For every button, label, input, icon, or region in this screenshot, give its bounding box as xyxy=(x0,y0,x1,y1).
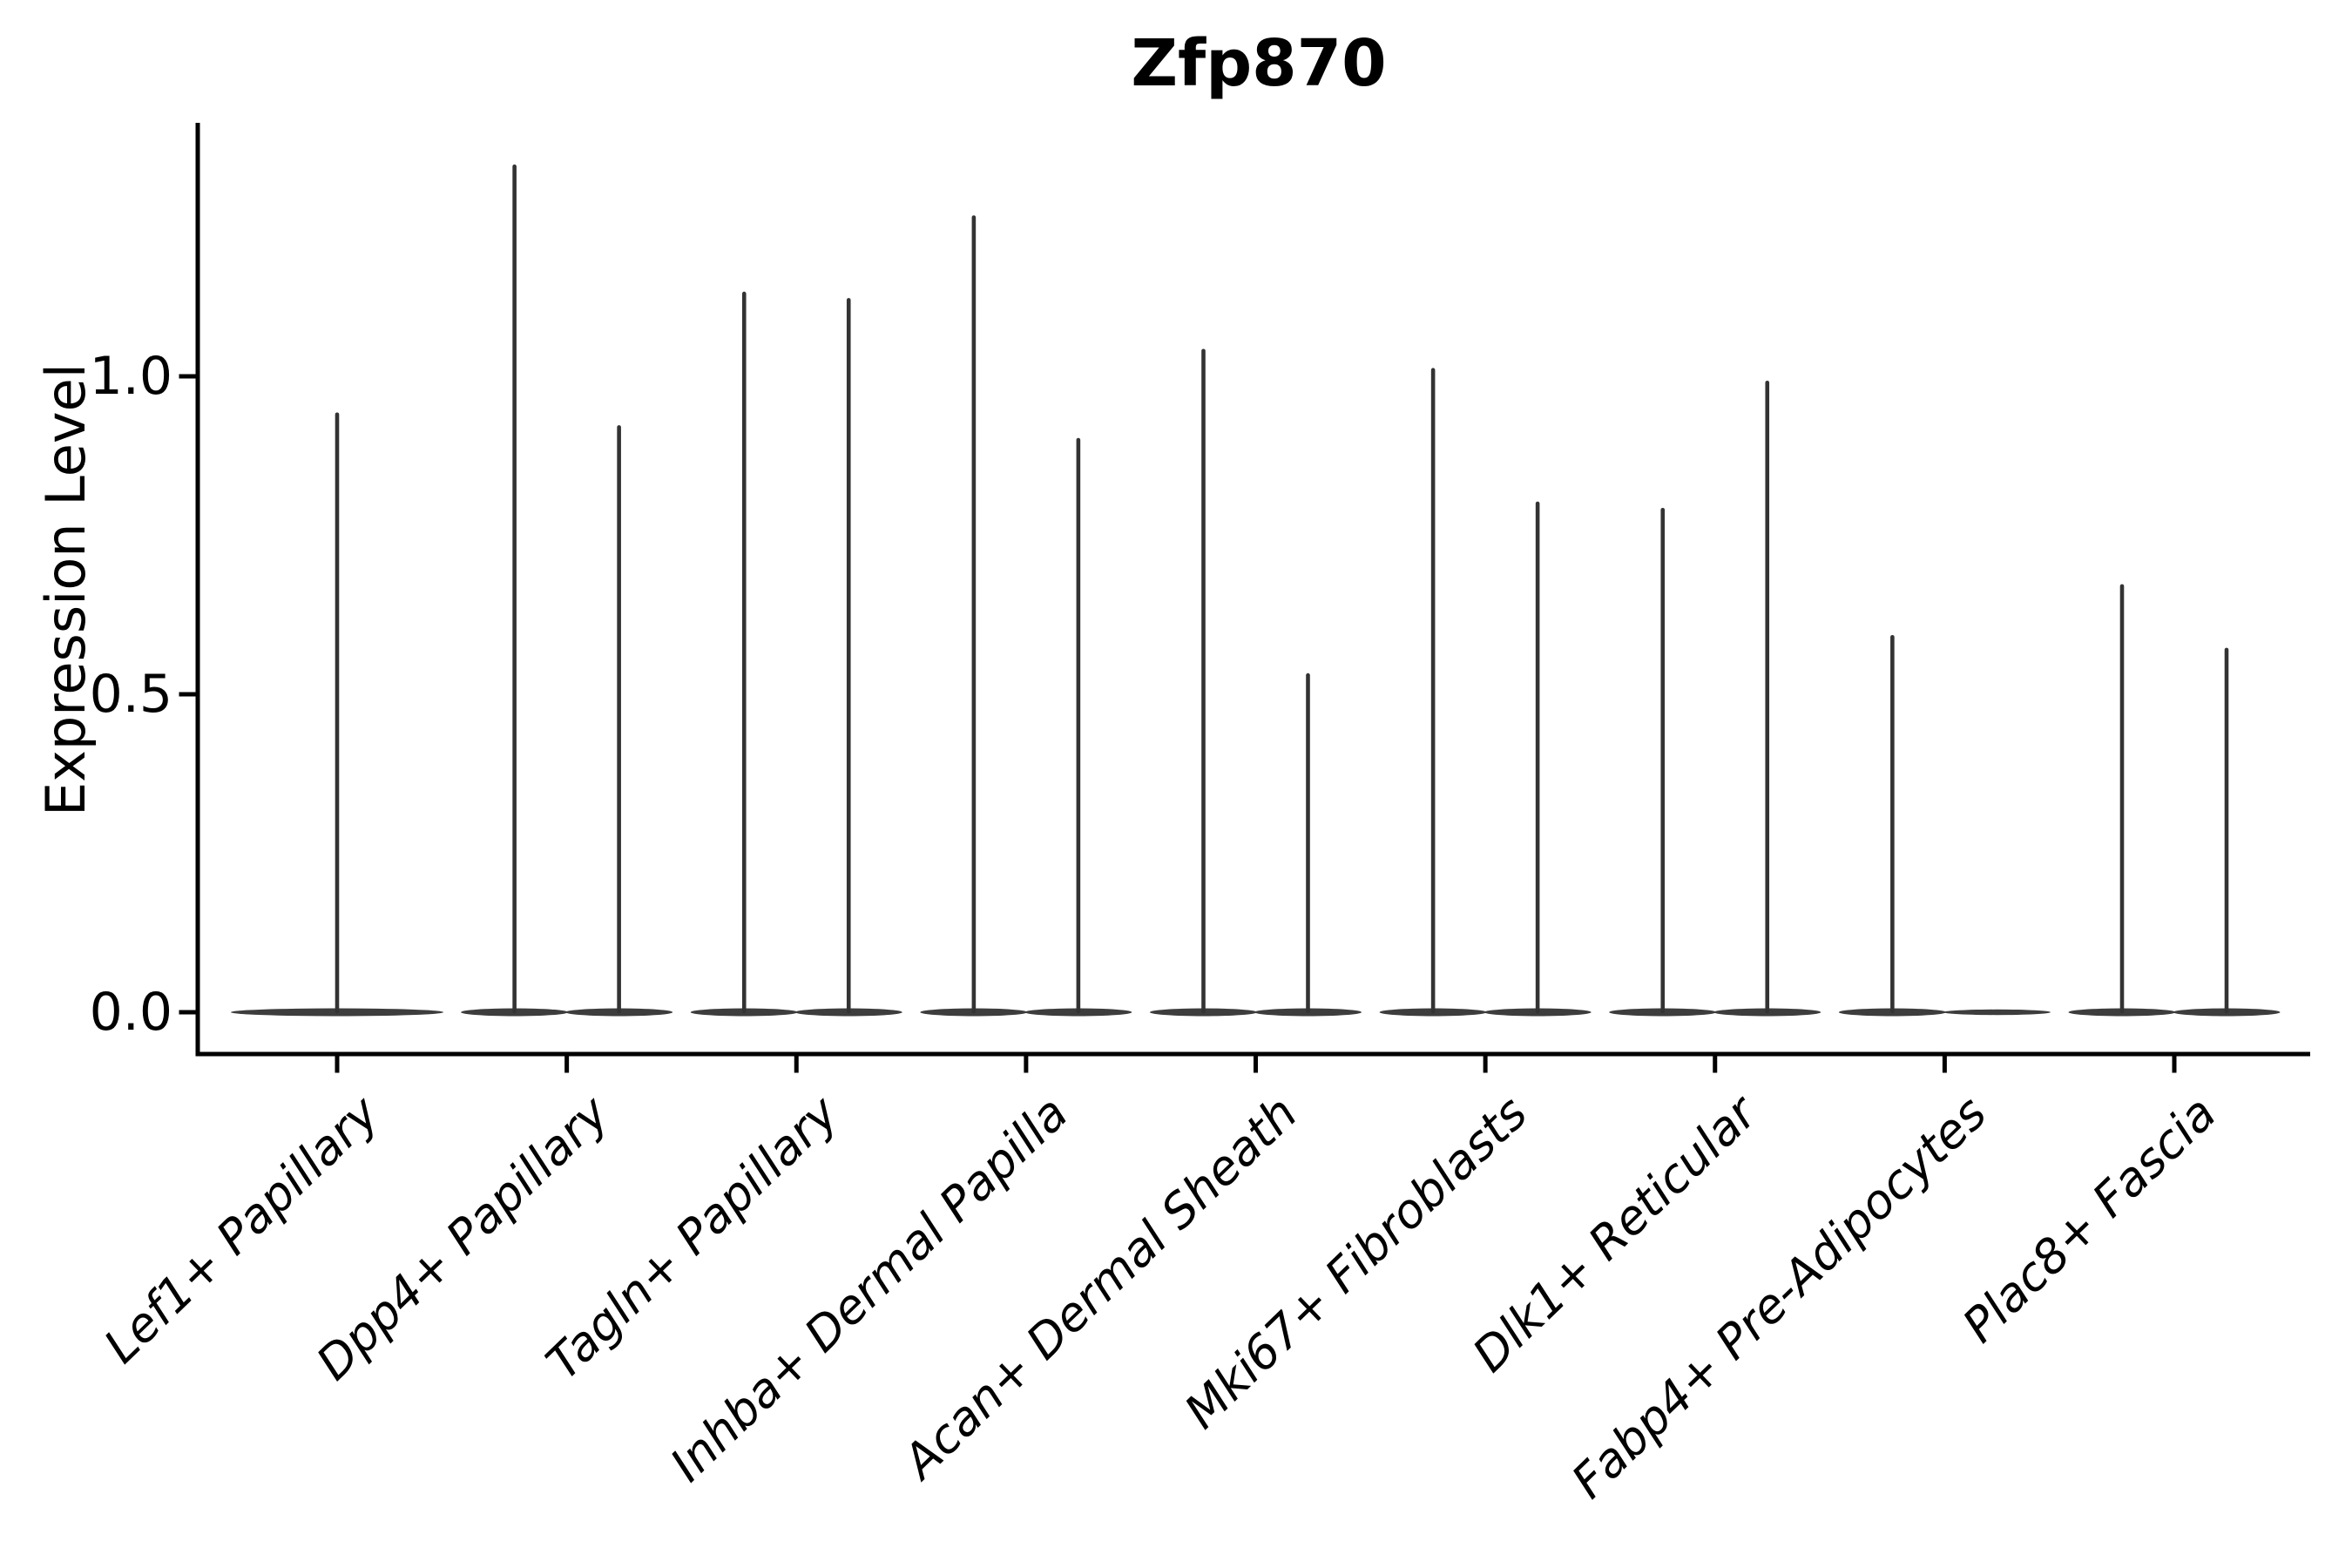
x-tick xyxy=(564,1056,570,1073)
x-tick xyxy=(1254,1056,1258,1073)
y-tick xyxy=(179,1010,196,1015)
x-tick xyxy=(1483,1056,1488,1073)
x-tick xyxy=(335,1056,340,1073)
y-tick-label: 1.0 xyxy=(89,346,172,407)
y-axis-spine xyxy=(195,123,200,1057)
x-tick xyxy=(2172,1056,2177,1073)
y-tick xyxy=(179,374,196,379)
x-tick xyxy=(794,1056,799,1073)
y-tick-label: 0.0 xyxy=(89,982,172,1043)
x-tick xyxy=(1942,1056,1947,1073)
x-axis-spine xyxy=(195,1051,2310,1057)
y-tick xyxy=(179,692,196,697)
x-tick xyxy=(1713,1056,1718,1073)
violin-base xyxy=(1943,1009,2051,1016)
chart-title: Zfp870 xyxy=(1131,26,1387,101)
x-tick xyxy=(1024,1056,1029,1073)
y-tick-label: 0.5 xyxy=(89,664,172,725)
